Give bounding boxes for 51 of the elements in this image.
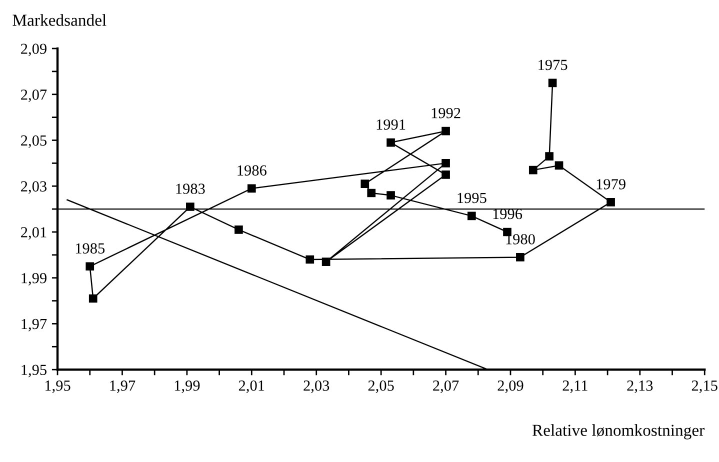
annotation: 1983 bbox=[176, 184, 205, 194]
point bbox=[467, 212, 476, 220]
point bbox=[360, 180, 370, 188]
x-tick-label: 2,13 bbox=[627, 380, 653, 393]
annotation: 1991 bbox=[376, 119, 406, 130]
annotation: 1992 bbox=[432, 108, 460, 118]
point bbox=[548, 78, 557, 88]
point bbox=[306, 255, 314, 264]
x-tick-label: 2,07 bbox=[433, 380, 459, 393]
x-tick-label: 2,15 bbox=[692, 380, 718, 393]
x-axis-title: Relative lønomkostninger bbox=[532, 424, 704, 440]
point bbox=[88, 294, 98, 303]
x-tick-label: 2,09 bbox=[498, 380, 524, 393]
point bbox=[606, 198, 615, 206]
point bbox=[442, 170, 450, 179]
point bbox=[386, 138, 395, 147]
point bbox=[554, 161, 564, 170]
y-tick-label: 2,07 bbox=[21, 90, 47, 102]
point bbox=[234, 226, 243, 234]
point bbox=[516, 253, 524, 262]
y-tick-label: 1,95 bbox=[22, 364, 47, 378]
x-tick-label: 2,05 bbox=[368, 380, 394, 393]
y-tick-label: 2,01 bbox=[21, 227, 46, 240]
y-tick-label: 2,05 bbox=[21, 135, 47, 148]
y-tick-label: 1,97 bbox=[22, 318, 47, 332]
annotation: 1975 bbox=[538, 60, 568, 70]
point bbox=[186, 202, 194, 211]
point bbox=[386, 191, 395, 200]
point bbox=[545, 152, 554, 160]
y-tick-label: 2,09 bbox=[21, 44, 46, 56]
x-tick-label: 2,01 bbox=[238, 380, 264, 393]
y-axis-title: Markedsandel bbox=[12, 14, 106, 26]
x-tick-label: 1,95 bbox=[45, 380, 70, 393]
annotation: 1980 bbox=[506, 234, 535, 244]
point bbox=[528, 166, 538, 174]
x-tick-label: 2,11 bbox=[562, 380, 588, 393]
x-tick-label: 1,97 bbox=[110, 380, 136, 393]
point bbox=[442, 126, 450, 136]
point bbox=[247, 184, 256, 193]
y-tick-label: 1,99 bbox=[22, 273, 46, 286]
x-tick-label: 2,03 bbox=[304, 380, 330, 393]
point bbox=[367, 188, 376, 198]
annotation: 1985 bbox=[76, 243, 105, 254]
annotation: 1986 bbox=[238, 165, 266, 176]
point bbox=[86, 262, 94, 271]
point bbox=[442, 159, 450, 168]
annotation: 1979 bbox=[596, 179, 626, 190]
y-tick-label: 2,03 bbox=[21, 181, 47, 194]
point bbox=[322, 258, 330, 266]
x-tick-label: 1,99 bbox=[174, 380, 200, 393]
annotation: 1995 bbox=[458, 192, 486, 204]
